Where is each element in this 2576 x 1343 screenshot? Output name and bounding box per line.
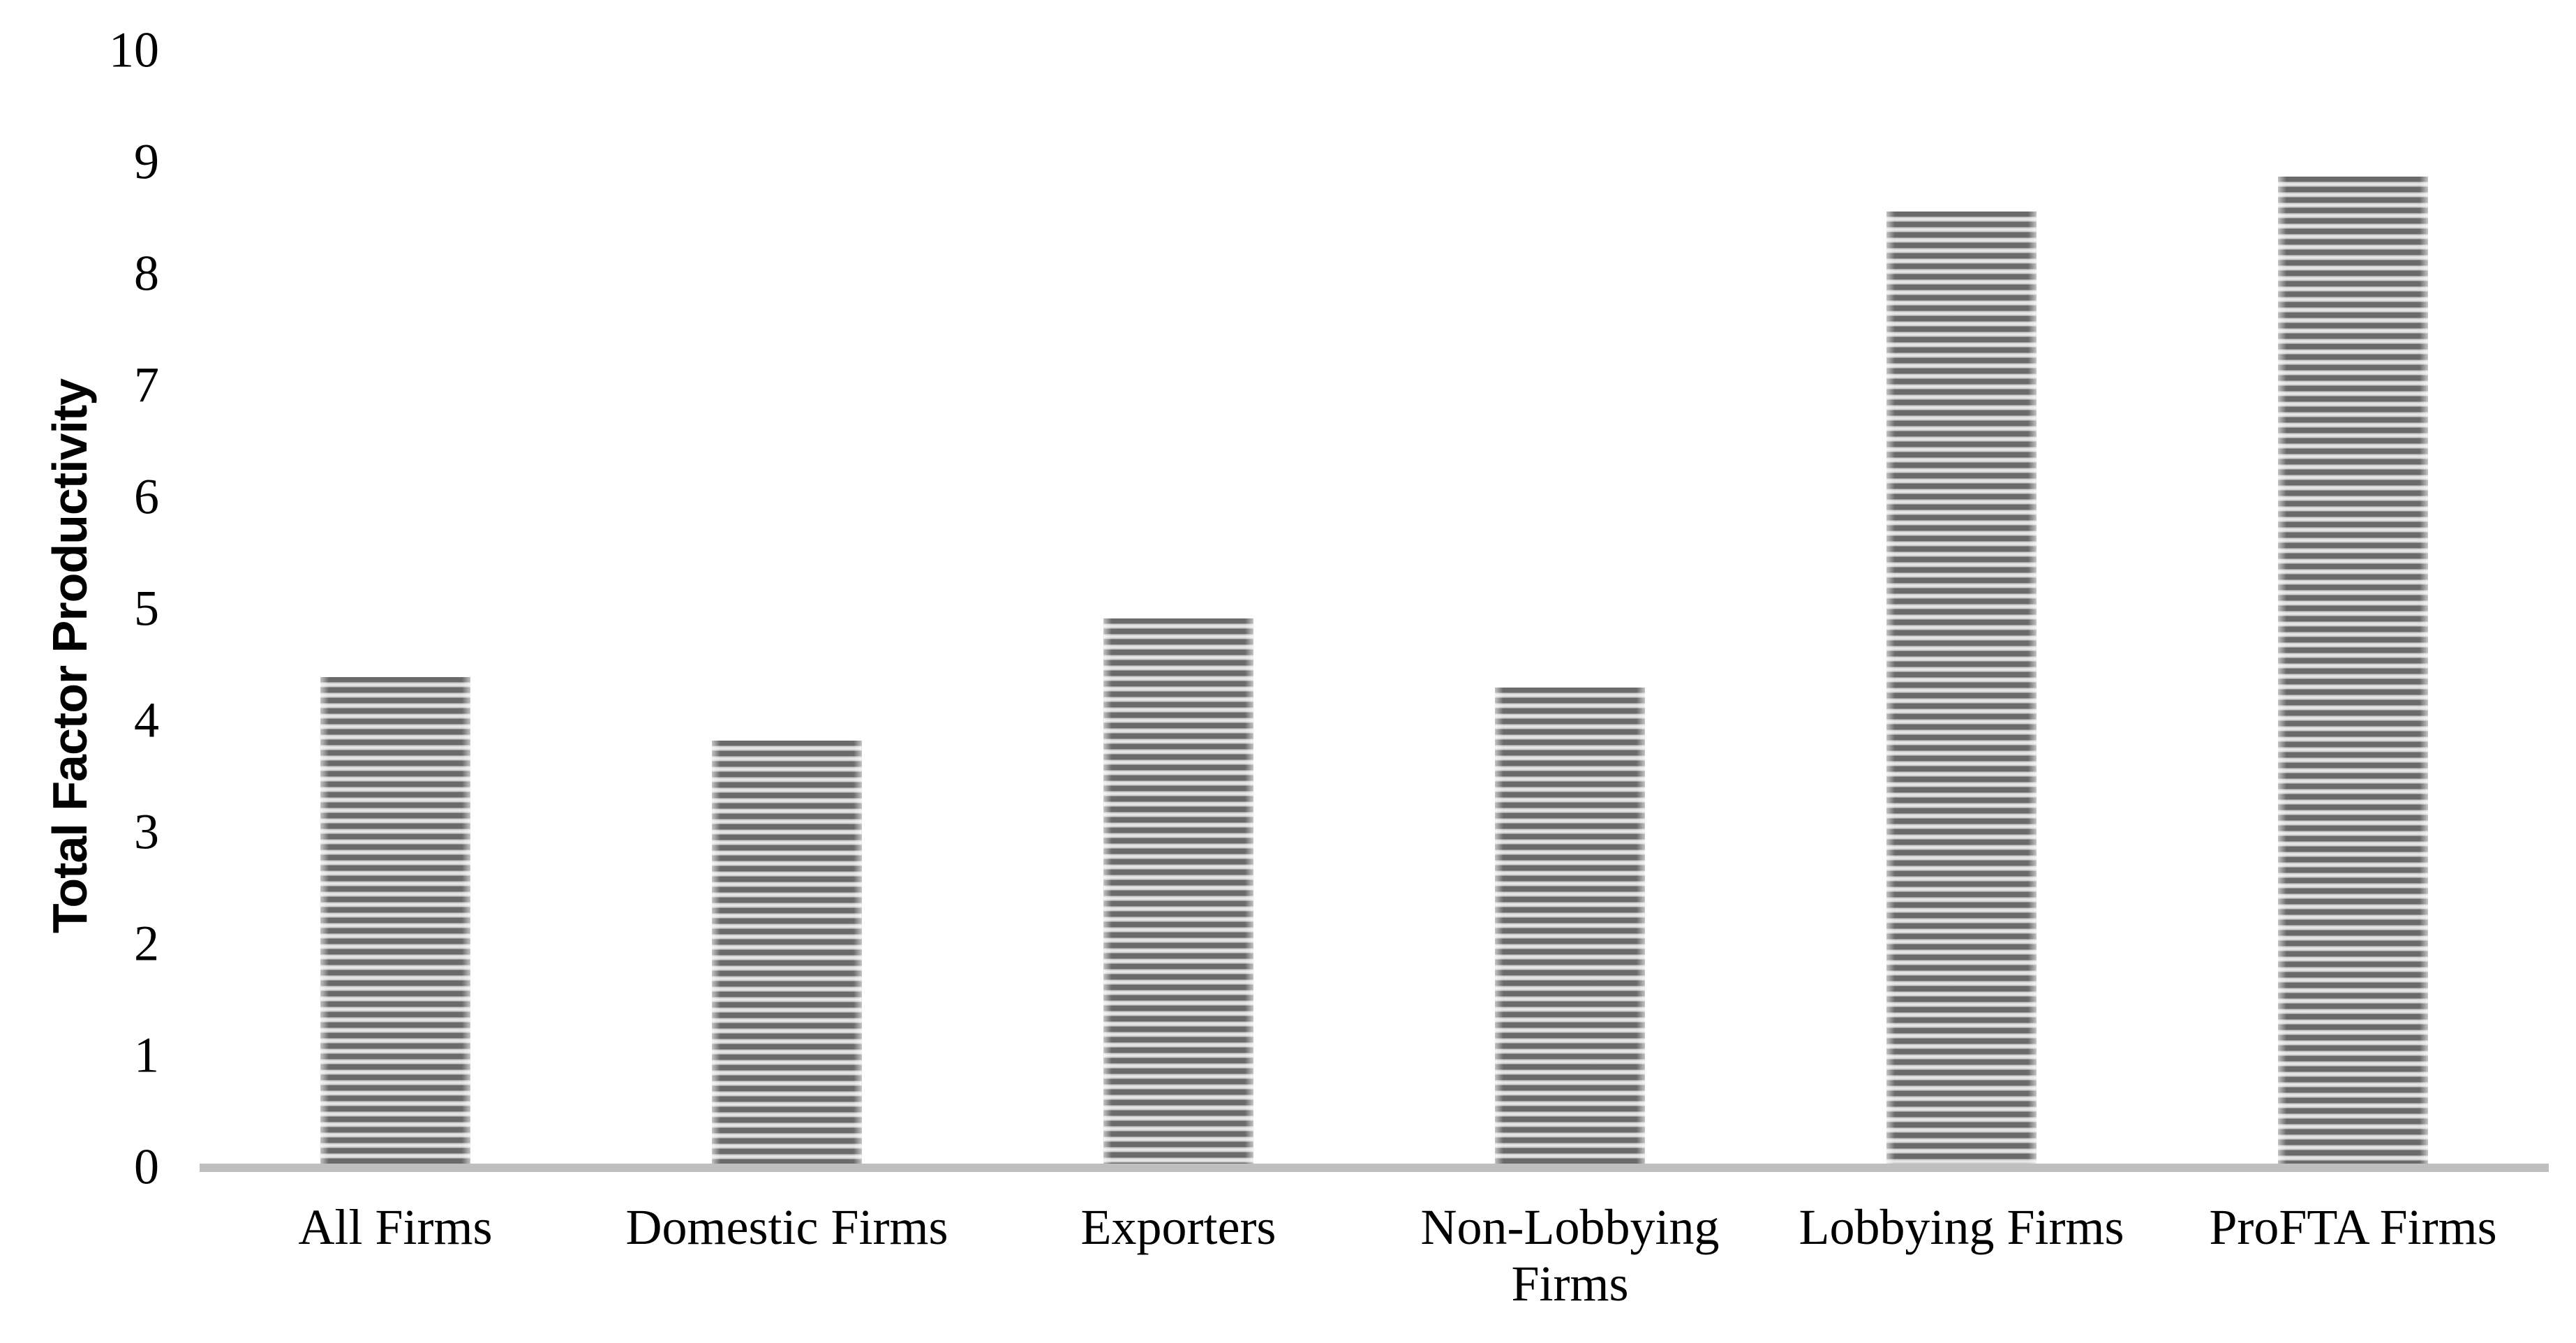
y-axis: 0 1 2 3 4 5 6 7 8 9 10 bbox=[0, 0, 159, 1343]
category-cell bbox=[983, 51, 1374, 1164]
bar-domestic-firms bbox=[712, 741, 862, 1164]
x-axis-label: Lobbying Firms bbox=[1799, 1199, 2124, 1255]
bar-lobbying-firms bbox=[1886, 212, 2037, 1164]
y-tick-label: 6 bbox=[134, 468, 159, 525]
y-tick-label: 2 bbox=[134, 915, 159, 972]
y-tick-label: 3 bbox=[134, 803, 159, 860]
y-tick-label: 10 bbox=[109, 22, 159, 78]
plot-area bbox=[200, 51, 2549, 1164]
category-cell bbox=[1766, 51, 2157, 1164]
category-cell bbox=[200, 51, 591, 1164]
x-axis-label: ProFTA Firms bbox=[2209, 1199, 2497, 1255]
x-axis-line bbox=[200, 1164, 2549, 1172]
x-axis-label: Non-Lobbying Firms bbox=[1420, 1199, 1720, 1312]
category-cell bbox=[591, 51, 983, 1164]
x-axis-labels: All Firms Domestic Firms Exporters Non-Lobb… bbox=[200, 1199, 2549, 1312]
category-cell bbox=[2157, 51, 2549, 1164]
y-tick-label: 1 bbox=[134, 1027, 159, 1083]
y-tick-label: 5 bbox=[134, 580, 159, 637]
category-cell bbox=[1374, 51, 1766, 1164]
x-axis-label: Domestic Firms bbox=[625, 1199, 948, 1255]
y-tick-label: 0 bbox=[134, 1138, 159, 1195]
y-tick-label: 4 bbox=[134, 692, 159, 748]
y-tick-label: 9 bbox=[134, 133, 159, 190]
x-axis-label: Exporters bbox=[1080, 1199, 1276, 1255]
bar-non-lobbying-firms bbox=[1495, 688, 1645, 1164]
x-axis-label: All Firms bbox=[298, 1199, 493, 1255]
bar-all-firms bbox=[320, 677, 470, 1164]
y-tick-label: 8 bbox=[134, 245, 159, 302]
y-tick-label: 7 bbox=[134, 357, 159, 413]
bar-profta-firms bbox=[2278, 177, 2428, 1164]
bar-exporters bbox=[1103, 618, 1253, 1164]
